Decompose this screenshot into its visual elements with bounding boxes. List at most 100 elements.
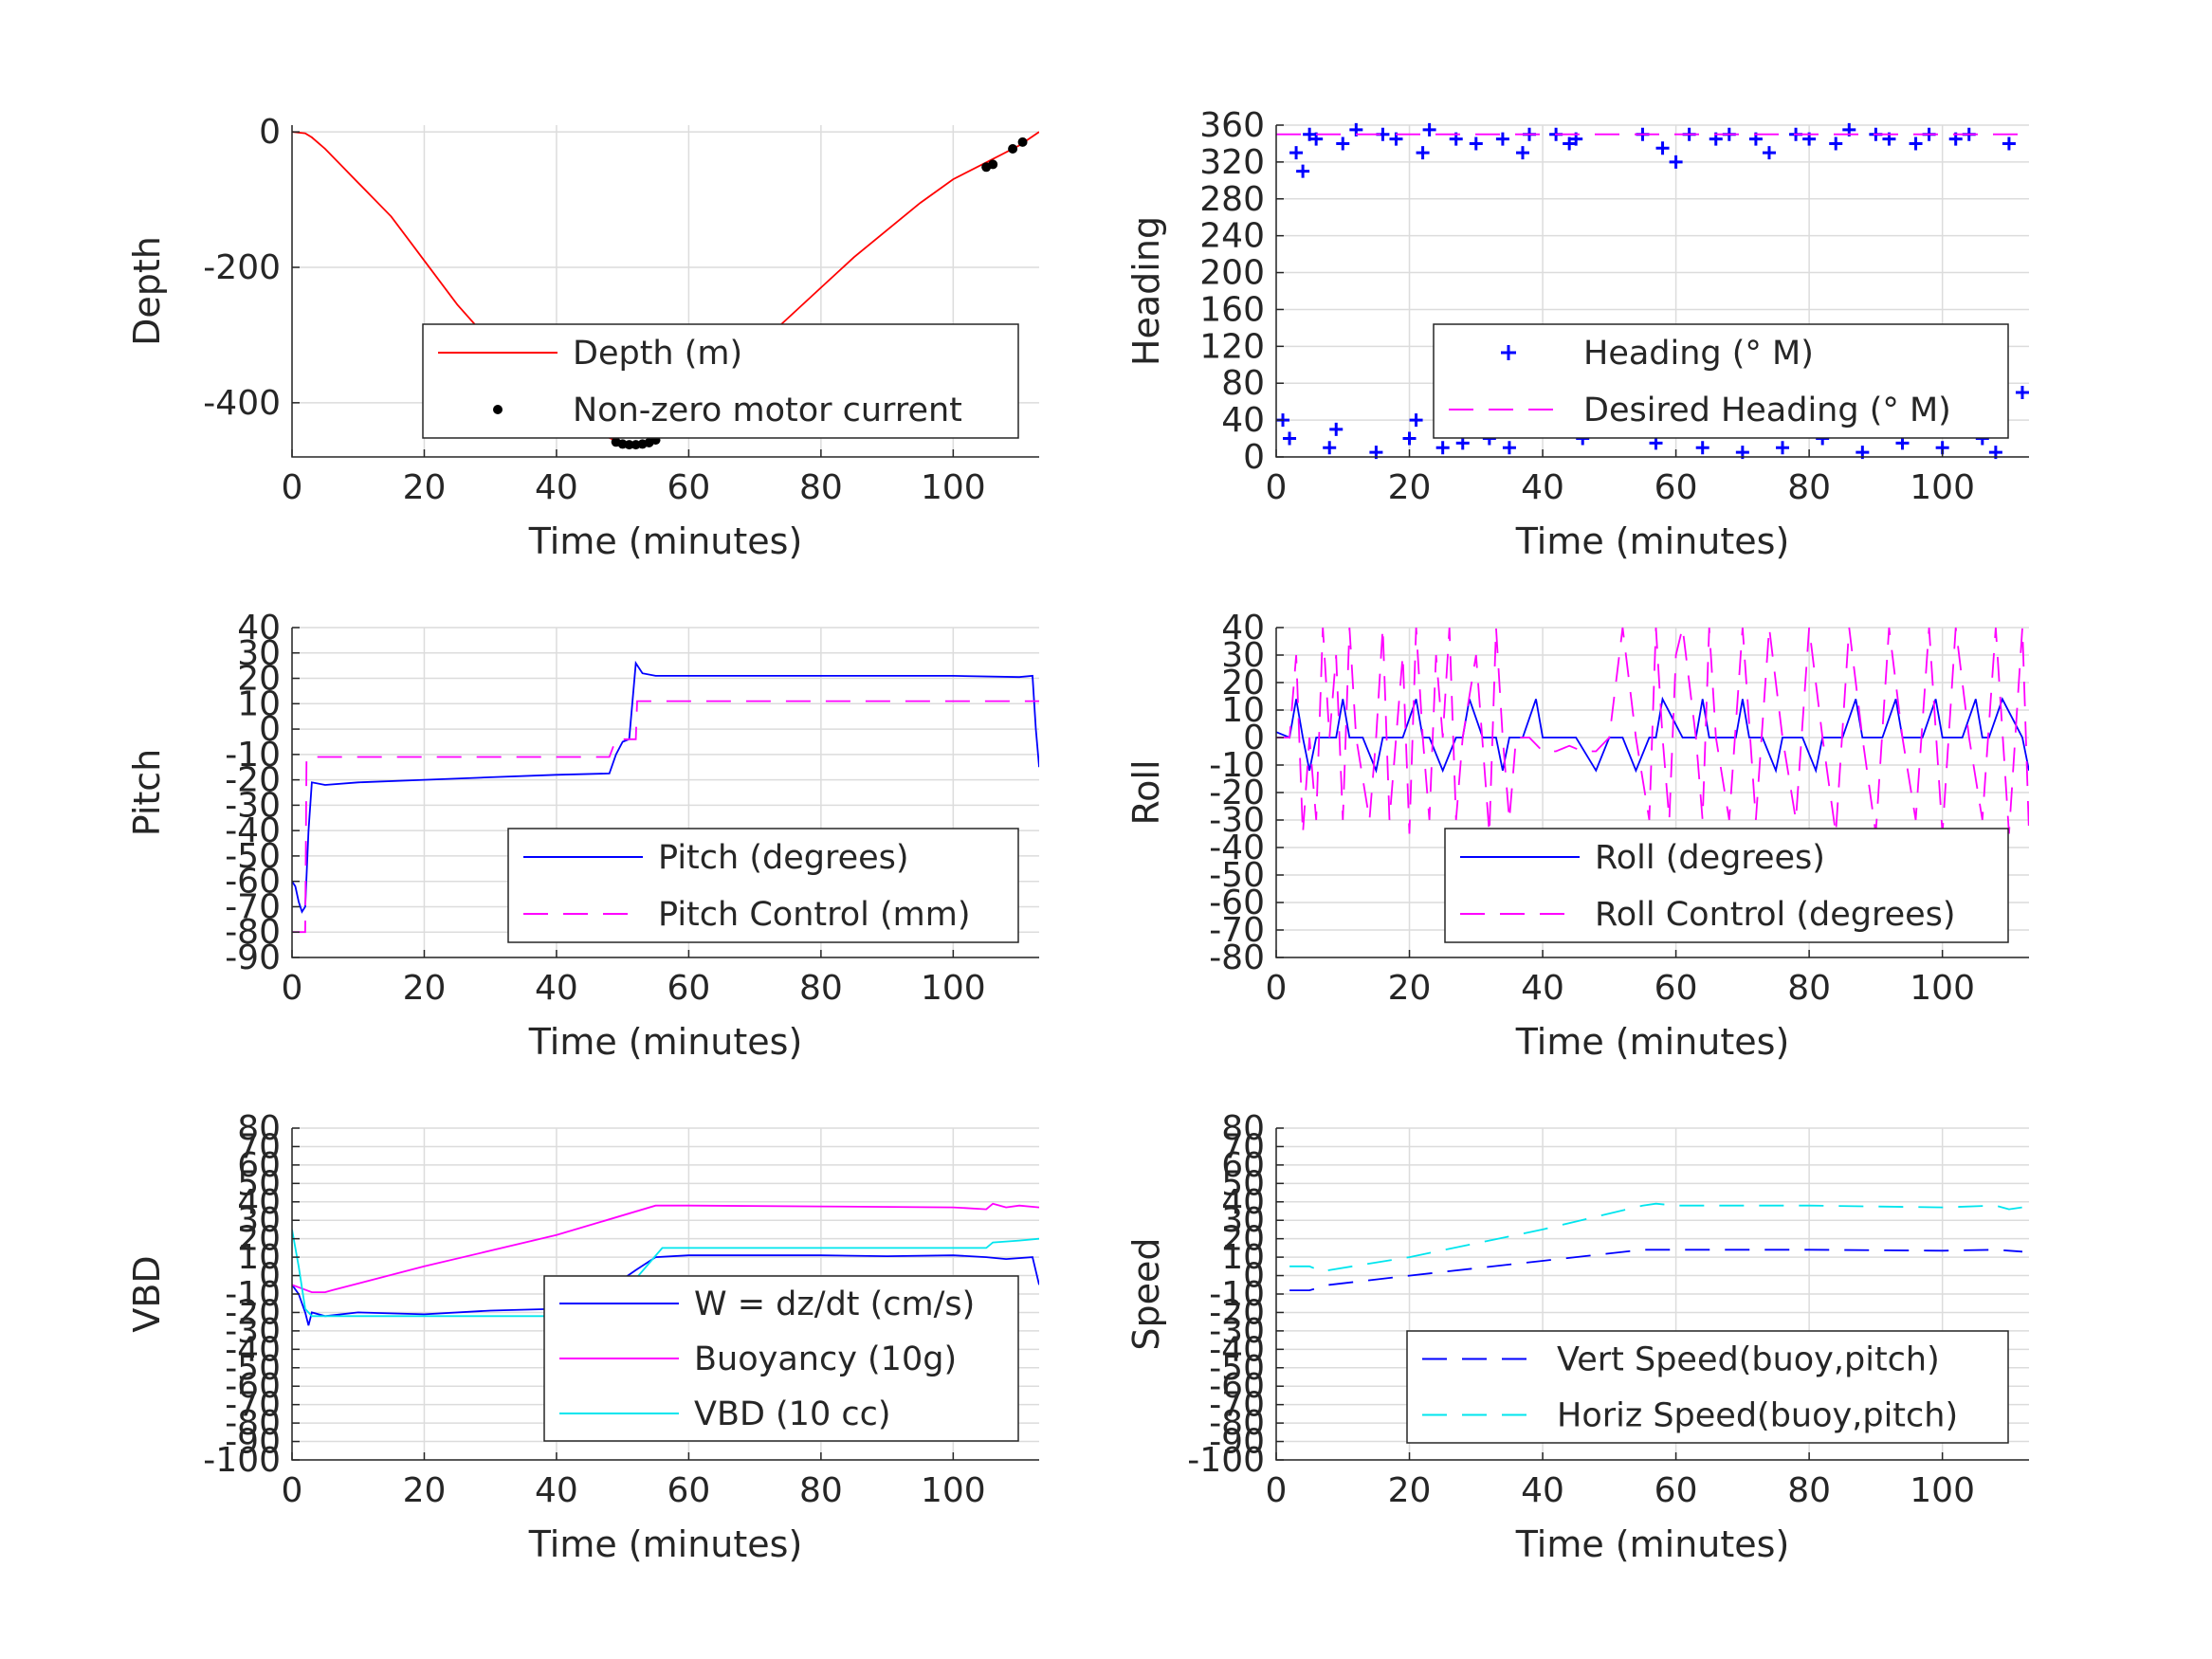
y-axis-label: Heading xyxy=(1125,216,1167,366)
series-line xyxy=(292,660,1039,914)
x-tick-label: 60 xyxy=(667,1471,711,1510)
x-tick-label: 40 xyxy=(1521,1471,1564,1510)
y-tick-label: 70 xyxy=(1221,1127,1265,1166)
y-tick-label: -80 xyxy=(1209,939,1265,977)
y-tick-label: 60 xyxy=(1221,1146,1265,1185)
data-point xyxy=(1303,127,1317,141)
y-tick-label: -70 xyxy=(225,887,281,926)
data-point xyxy=(2002,137,2016,151)
x-tick-label: 100 xyxy=(1910,969,1975,1008)
legend: Heading (° M) Desired Heading (° M) xyxy=(1433,323,2009,439)
y-tick-label: 0 xyxy=(1243,438,1265,477)
x-tick-label: 40 xyxy=(535,468,578,507)
legend: Depth (m) Non-zero motor current xyxy=(422,323,1019,439)
chart-heading: 0 20 40 60 80 10004080120160200240280320360Ti… xyxy=(1125,106,2029,562)
y-tick-label: -60 xyxy=(225,1367,281,1406)
y-tick-label: 0 xyxy=(259,113,281,152)
chart-pitch: 0 20 40 60 80 100403020100-10-20-30-40-50-60-… xyxy=(126,609,1039,1063)
x-tick-label: 100 xyxy=(921,468,986,507)
y-tick-label: 80 xyxy=(1221,1109,1265,1148)
data-point xyxy=(1649,436,1663,450)
legend-entry: Buoyancy (10g) xyxy=(694,1340,957,1378)
y-tick-label: 10 xyxy=(1221,1238,1265,1277)
data-point xyxy=(2015,385,2029,399)
y-tick-label: -50 xyxy=(1209,856,1265,895)
y-tick-label: 160 xyxy=(1199,290,1265,329)
x-tick-label: 20 xyxy=(403,969,447,1008)
y-tick-label: 80 xyxy=(1221,364,1265,403)
legend-entry: Roll (degrees) xyxy=(1595,839,1825,877)
y-tick-label: 50 xyxy=(1221,1164,1265,1203)
y-tick-label: 70 xyxy=(237,1127,281,1166)
x-tick-label: 0 xyxy=(1266,969,1288,1008)
y-tick-label: -70 xyxy=(225,1386,281,1425)
data-point xyxy=(1283,431,1297,446)
legend-entry: Horiz Speed(buoy,pitch) xyxy=(1557,1397,1958,1435)
series-line xyxy=(1289,1249,2023,1291)
x-tick-label: 20 xyxy=(403,1471,447,1510)
y-tick-label: -80 xyxy=(225,1404,281,1443)
y-tick-label: -50 xyxy=(225,1349,281,1388)
y-tick-label: 80 xyxy=(237,1109,281,1148)
x-tick-label: 100 xyxy=(921,1471,986,1510)
legend-entry: Roll Control (degrees) xyxy=(1595,896,1956,934)
data-point xyxy=(1776,441,1790,455)
series-group xyxy=(1276,122,2029,460)
legend-entry: VBD (10 cc) xyxy=(694,1395,891,1433)
x-tick-label: 0 xyxy=(1266,1471,1288,1510)
y-tick-label: -10 xyxy=(1209,1275,1265,1314)
x-tick-label: 40 xyxy=(1521,969,1564,1008)
x-tick-label: 100 xyxy=(1910,1471,1975,1510)
data-point xyxy=(1695,441,1709,455)
y-tick-label: -20 xyxy=(1209,1293,1265,1332)
x-axis-label: Time (minutes) xyxy=(528,520,803,562)
data-point xyxy=(1563,137,1577,151)
data-point xyxy=(1017,137,1028,147)
legend-entry: Depth (m) xyxy=(573,335,742,373)
y-tick-label: 320 xyxy=(1199,143,1265,182)
y-tick-label: 40 xyxy=(1221,1183,1265,1222)
x-tick-label: 40 xyxy=(1521,468,1564,507)
x-tick-label: 100 xyxy=(1910,468,1975,507)
chart-speed: 0 20 40 60 80 10080706050403020100-10-20-30-4… xyxy=(1125,1109,2029,1565)
x-tick-label: 0 xyxy=(282,1471,303,1510)
y-tick-label: 40 xyxy=(237,609,281,647)
x-tick-label: 80 xyxy=(1787,969,1831,1008)
y-tick-label: 280 xyxy=(1199,180,1265,219)
y-tick-label: 10 xyxy=(237,1238,281,1277)
y-tick-label: -60 xyxy=(225,863,281,902)
y-tick-label: 30 xyxy=(237,634,281,673)
legend-entry: Pitch (degrees) xyxy=(658,839,909,877)
data-point xyxy=(1296,164,1310,178)
y-tick-label: 240 xyxy=(1199,217,1265,256)
x-tick-label: 0 xyxy=(282,468,303,507)
series-line xyxy=(1276,627,2029,834)
y-tick-label: 40 xyxy=(237,1183,281,1222)
x-tick-label: 20 xyxy=(1388,468,1432,507)
y-tick-label: 0 xyxy=(1243,1257,1265,1296)
legend: W = dz/dt (cm/s) Buoyancy (10g) VBD (10 cc… xyxy=(543,1275,1019,1442)
y-tick-label: -100 xyxy=(1187,1441,1265,1480)
y-axis-label: VBD xyxy=(126,1255,168,1332)
x-tick-label: 60 xyxy=(667,468,711,507)
data-point xyxy=(1435,441,1450,455)
series-line xyxy=(1289,1202,2023,1273)
legend-entry: Vert Speed(buoy,pitch) xyxy=(1557,1341,1940,1379)
y-tick-label: -10 xyxy=(225,736,281,775)
y-tick-label: -100 xyxy=(203,1441,281,1480)
y-tick-label: 60 xyxy=(237,1146,281,1185)
legend-swatch xyxy=(1501,345,1516,360)
y-axis-label: Pitch xyxy=(126,749,168,837)
legend-box xyxy=(1433,323,2009,439)
series-group xyxy=(1289,1202,2023,1291)
data-point xyxy=(1669,155,1683,169)
legend-entry: Heading (° M) xyxy=(1583,335,1814,373)
x-tick-label: 80 xyxy=(1787,468,1831,507)
y-tick-label: -40 xyxy=(225,811,281,850)
y-tick-label: -60 xyxy=(1209,1367,1265,1406)
y-tick-label: 200 xyxy=(1199,254,1265,293)
x-tick-label: 80 xyxy=(799,969,843,1008)
data-point xyxy=(1422,122,1436,137)
y-tick-label: 40 xyxy=(1221,401,1265,440)
y-tick-label: 20 xyxy=(1221,1220,1265,1259)
